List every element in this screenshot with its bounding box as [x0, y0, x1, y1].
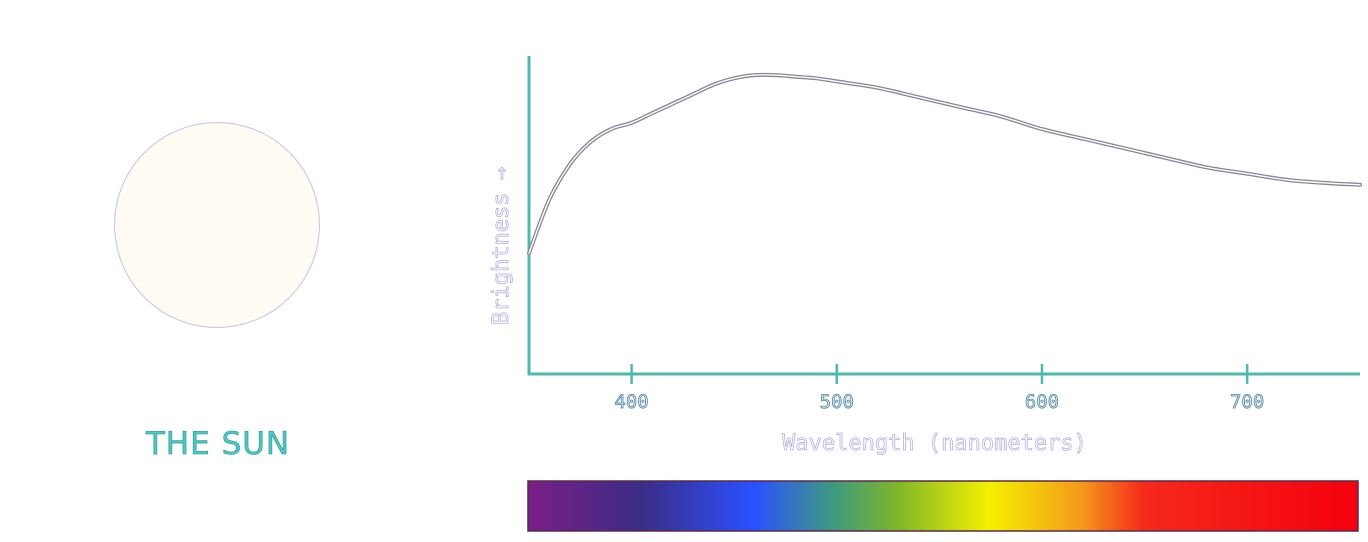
x-tick-label: 700 — [1230, 391, 1264, 413]
curve-outline — [527, 72, 1362, 256]
brightness-curve — [527, 72, 1362, 256]
x-tick-label: 400 — [614, 391, 648, 413]
color-spectrum-bar — [527, 480, 1359, 532]
sun-label: THE SUN — [145, 426, 291, 463]
sun-panel: THE SUN — [0, 0, 440, 542]
x-axis-label: Wavelength (nanometers) — [782, 431, 1087, 456]
curve-highlight — [528, 74, 1361, 254]
x-ticks: 400 500 600 700 — [614, 364, 1265, 413]
y-axis-arrow: → — [489, 167, 514, 180]
y-axis-label-group: Brightness → — [489, 166, 515, 325]
x-tick-label: 500 — [820, 391, 854, 413]
x-tick-label: 600 — [1025, 391, 1059, 413]
sun-disk — [114, 122, 320, 328]
chart-axes — [527, 56, 1360, 376]
y-axis-label: Brightness — [489, 193, 514, 325]
